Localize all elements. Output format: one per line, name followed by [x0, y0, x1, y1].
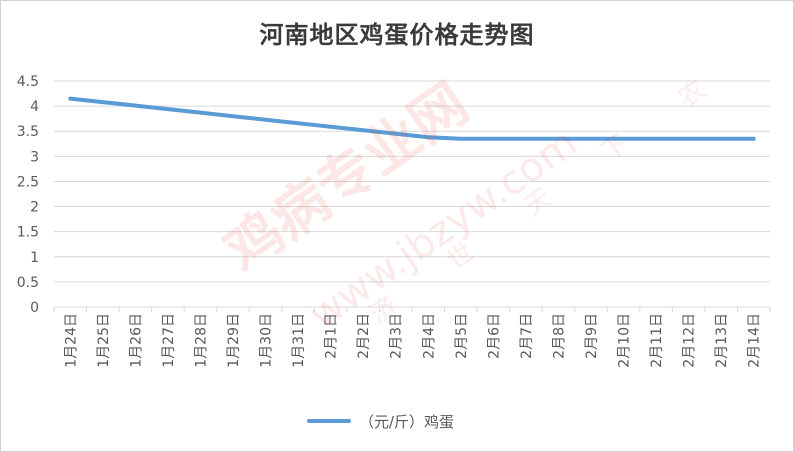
chart-title: 河南地区鸡蛋价格走势图	[259, 21, 535, 49]
x-tick-label: 1月26日	[128, 313, 144, 368]
x-tick-label: 2月4日	[421, 313, 437, 359]
x-tick-label: 2月6日	[486, 313, 502, 359]
x-tick-label: 1月29日	[226, 313, 242, 368]
y-tick-label: 3.5	[17, 124, 39, 140]
x-tick-label: 2月2日	[356, 313, 372, 359]
x-tick-label: 2月5日	[454, 313, 470, 359]
x-tick-label: 2月11日	[649, 313, 665, 368]
x-tick-label: 2月9日	[584, 313, 600, 359]
y-tick-label: 1	[30, 250, 39, 266]
x-tick-label: 1月28日	[193, 313, 209, 368]
x-tick-label: 1月27日	[161, 313, 177, 368]
x-tick-label: 2月1日	[324, 313, 340, 359]
x-tick-label: 2月3日	[389, 313, 405, 359]
x-tick-label: 2月12日	[682, 313, 698, 368]
x-tick-label: 1月24日	[63, 313, 79, 368]
y-tick-label: 1.5	[17, 225, 39, 241]
series-line	[68, 96, 756, 141]
y-tick-label: 4	[30, 99, 39, 115]
x-tick-label: 2月7日	[519, 313, 535, 359]
y-tick-label: 2.5	[17, 174, 39, 190]
y-tick-label: 2	[30, 200, 39, 216]
x-tick-label: 1月31日	[291, 313, 307, 368]
legend-series-label: （元/斤）鸡蛋	[359, 412, 455, 431]
x-tick-label: 2月13日	[714, 313, 730, 368]
legend-line-swatch	[307, 419, 351, 423]
x-tick-label: 2月14日	[747, 313, 763, 368]
chart-legend: （元/斤）鸡蛋	[307, 410, 454, 432]
x-tick-label: 2月8日	[551, 313, 567, 359]
x-tick-label: 1月25日	[96, 313, 112, 368]
x-tick-label: 2月10日	[617, 313, 633, 368]
y-tick-label: 0.5	[17, 275, 39, 291]
x-tick-label: 1月30日	[259, 313, 275, 368]
y-tick-label: 0	[30, 300, 39, 316]
y-tick-label: 3	[30, 149, 39, 165]
y-tick-label: 4.5	[17, 74, 39, 90]
